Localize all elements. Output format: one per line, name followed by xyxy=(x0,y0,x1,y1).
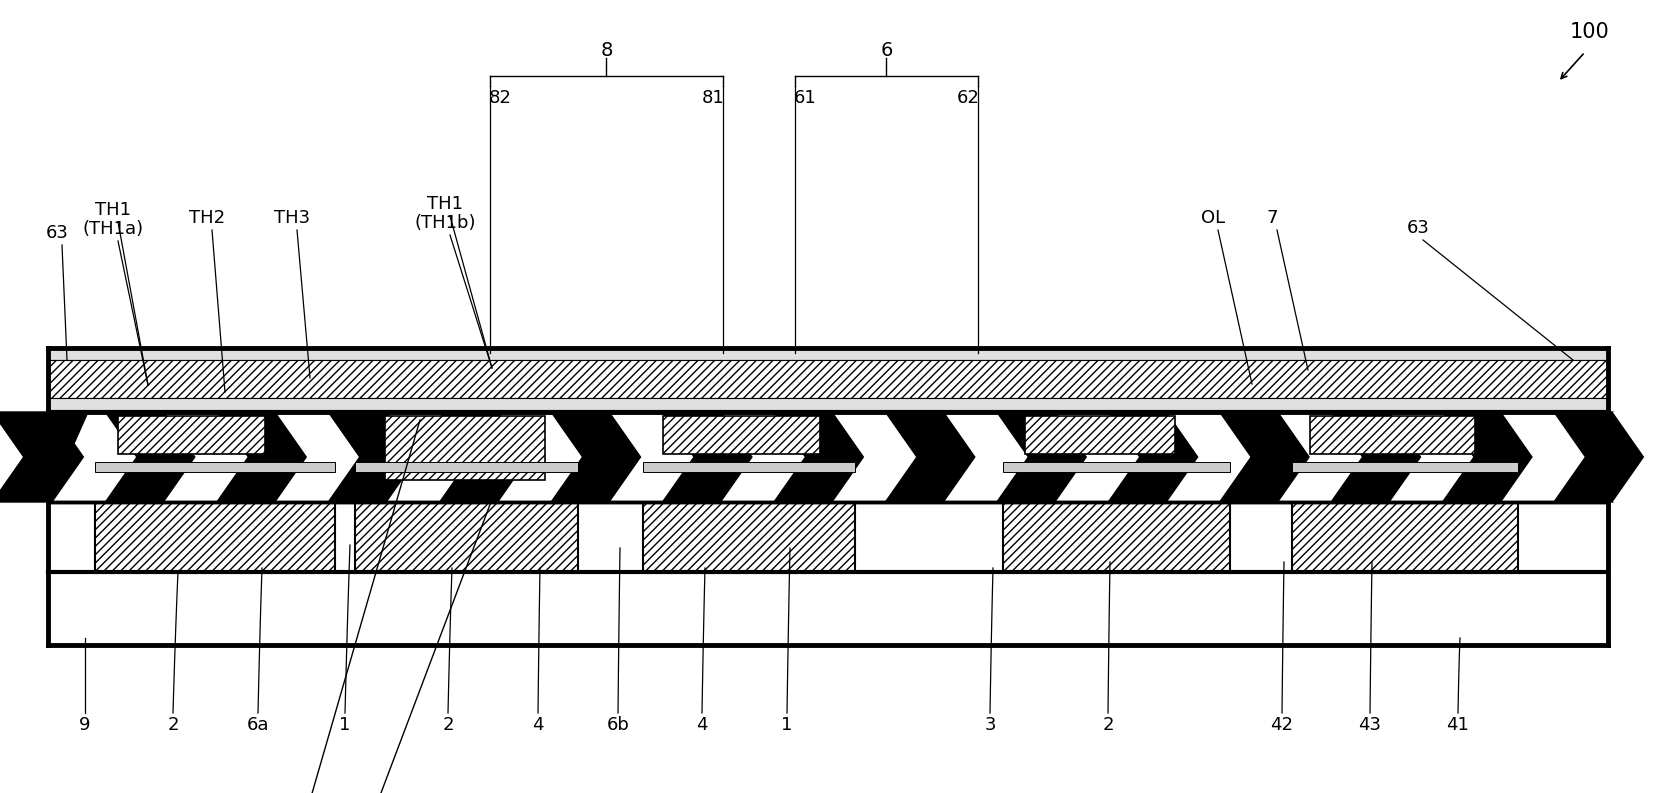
Bar xyxy=(643,462,855,472)
Polygon shape xyxy=(1279,412,1360,502)
Bar xyxy=(1003,462,1230,472)
Text: (TH1a): (TH1a) xyxy=(83,220,144,238)
Polygon shape xyxy=(1503,412,1584,502)
Bar xyxy=(355,462,579,472)
Text: TH1: TH1 xyxy=(426,195,463,213)
Polygon shape xyxy=(48,412,88,502)
Bar xyxy=(48,348,1608,360)
Bar xyxy=(117,416,264,454)
Polygon shape xyxy=(499,412,580,502)
Text: 2: 2 xyxy=(1103,716,1114,734)
Text: 1: 1 xyxy=(339,716,350,734)
Bar xyxy=(1293,502,1517,572)
Text: 6a: 6a xyxy=(246,716,269,734)
Polygon shape xyxy=(1569,412,1608,502)
Polygon shape xyxy=(1218,412,1311,502)
Bar xyxy=(355,502,579,572)
Polygon shape xyxy=(833,412,916,502)
Bar xyxy=(48,398,1608,412)
Polygon shape xyxy=(104,412,197,502)
Bar xyxy=(117,416,264,454)
Text: 7: 7 xyxy=(1266,209,1278,227)
Text: OL: OL xyxy=(1202,209,1225,227)
Polygon shape xyxy=(722,412,803,502)
Polygon shape xyxy=(610,412,693,502)
Bar xyxy=(1309,416,1474,454)
Polygon shape xyxy=(1056,412,1137,502)
Polygon shape xyxy=(549,412,643,502)
Bar xyxy=(48,348,1608,412)
Bar xyxy=(663,416,820,454)
Text: 42: 42 xyxy=(1271,716,1294,734)
Text: 1: 1 xyxy=(782,716,793,734)
Text: 4: 4 xyxy=(532,716,544,734)
Text: 8: 8 xyxy=(600,40,613,59)
Text: TH2: TH2 xyxy=(188,209,225,227)
Text: 4: 4 xyxy=(696,716,707,734)
Polygon shape xyxy=(165,412,246,502)
Text: 5: 5 xyxy=(21,433,33,451)
Text: 81: 81 xyxy=(701,89,724,107)
Polygon shape xyxy=(215,412,307,502)
Bar xyxy=(663,416,820,454)
Polygon shape xyxy=(1552,412,1645,502)
Text: (TH1b): (TH1b) xyxy=(415,214,476,232)
Bar xyxy=(1025,416,1175,454)
Polygon shape xyxy=(1329,412,1422,502)
Text: 6b: 6b xyxy=(607,716,630,734)
Text: 41: 41 xyxy=(1446,716,1470,734)
Polygon shape xyxy=(276,412,359,502)
Polygon shape xyxy=(53,412,136,502)
Text: TH1: TH1 xyxy=(94,201,131,219)
Bar xyxy=(643,502,855,572)
Bar xyxy=(385,416,545,480)
Text: 82: 82 xyxy=(489,89,511,107)
Text: 9: 9 xyxy=(79,716,91,734)
Polygon shape xyxy=(327,412,420,502)
Text: 61: 61 xyxy=(793,89,817,107)
Bar xyxy=(1309,416,1474,454)
Bar xyxy=(385,416,545,480)
Bar xyxy=(48,572,1608,645)
Polygon shape xyxy=(946,412,1027,502)
Polygon shape xyxy=(0,412,84,502)
Bar xyxy=(94,462,336,472)
Text: 62: 62 xyxy=(957,89,980,107)
Text: 6: 6 xyxy=(881,40,893,59)
Bar xyxy=(1025,416,1175,454)
Polygon shape xyxy=(1169,412,1250,502)
Polygon shape xyxy=(1613,412,1653,502)
Bar xyxy=(1003,502,1230,572)
Polygon shape xyxy=(772,412,865,502)
Bar xyxy=(48,412,1608,502)
Text: 2: 2 xyxy=(167,716,179,734)
Text: 63: 63 xyxy=(46,224,68,242)
Polygon shape xyxy=(1441,412,1534,502)
Text: 100: 100 xyxy=(1570,22,1610,42)
Text: TH3: TH3 xyxy=(274,209,311,227)
Polygon shape xyxy=(388,412,469,502)
Text: 2: 2 xyxy=(443,716,455,734)
Text: 3: 3 xyxy=(984,716,995,734)
Polygon shape xyxy=(1390,412,1473,502)
Text: 43: 43 xyxy=(1359,716,1382,734)
Polygon shape xyxy=(995,412,1088,502)
Bar xyxy=(94,502,336,572)
Bar xyxy=(48,360,1608,398)
Polygon shape xyxy=(661,412,754,502)
Polygon shape xyxy=(884,412,977,502)
Bar xyxy=(1293,462,1517,472)
Polygon shape xyxy=(438,412,531,502)
Polygon shape xyxy=(1106,412,1200,502)
Text: 63: 63 xyxy=(1407,219,1430,237)
